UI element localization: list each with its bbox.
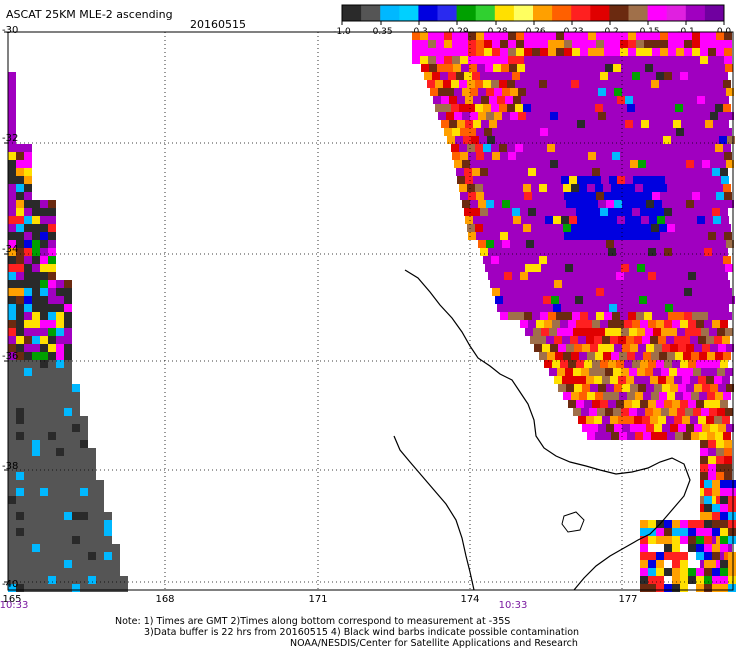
longitude-label: 174	[460, 594, 479, 605]
latitude-label: -38	[2, 462, 18, 472]
latitude-label: -30	[2, 26, 18, 36]
footnote-line: NOAA/NESDIS/Center for Satellite Applica…	[290, 638, 578, 649]
latitude-label: -36	[2, 352, 18, 362]
ascat-map	[0, 0, 740, 600]
longitude-label: 177	[618, 594, 637, 605]
latitude-label: -40	[2, 580, 18, 590]
time-label-right: 10:33	[499, 600, 528, 611]
wind-data-cells	[8, 32, 736, 592]
latitude-label: -32	[2, 134, 18, 144]
latitude-label: -34	[2, 245, 18, 255]
longitude-label: 168	[155, 594, 174, 605]
longitude-label: 171	[308, 594, 327, 605]
footnote-line: Note: 1) Times are GMT 2)Times along bot…	[115, 616, 510, 627]
time-label-left: 10:33	[0, 600, 28, 611]
island-outline	[562, 512, 584, 532]
footnote-line: 3)Data buffer is 22 hrs from 20160515 4)…	[144, 627, 579, 638]
